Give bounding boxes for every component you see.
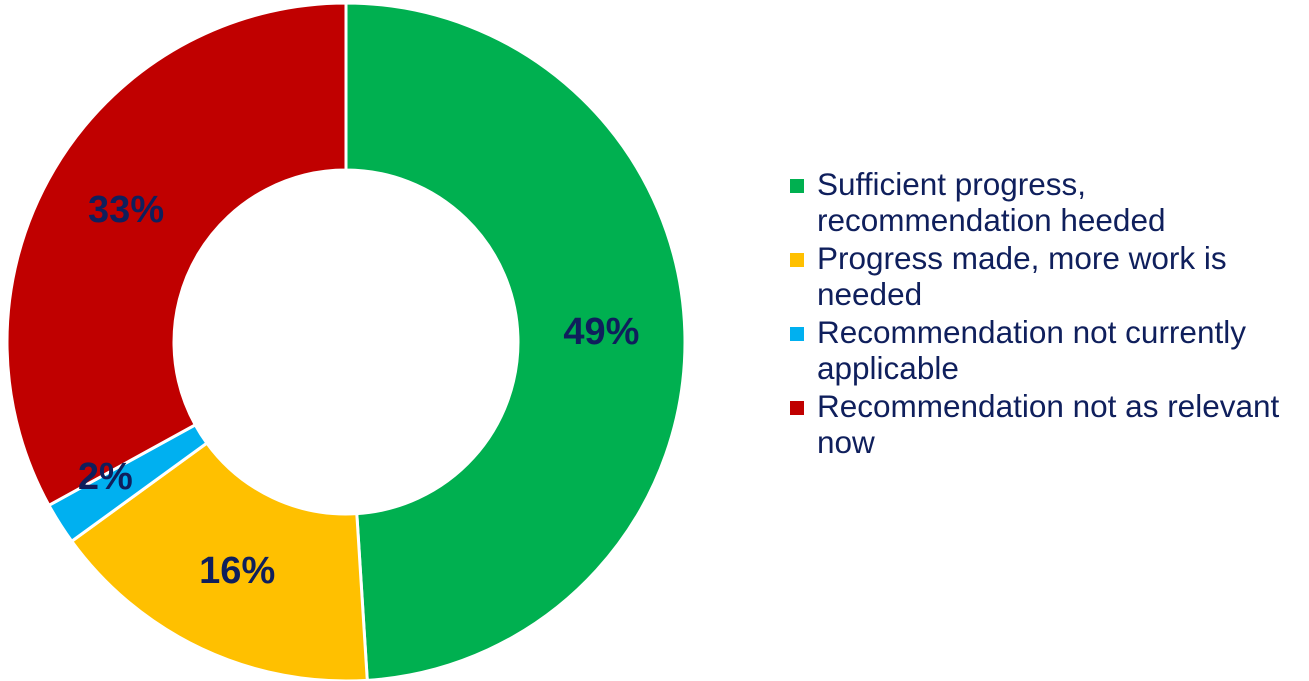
legend-swatch <box>790 179 804 193</box>
legend-label: Sufficient progress, recommendation heed… <box>817 166 1166 238</box>
legend-swatch <box>790 253 804 267</box>
slice-percent-label: 2% <box>78 456 133 498</box>
slice-percent-label: 49% <box>563 311 639 353</box>
slice-percent-label: 33% <box>88 189 164 231</box>
legend-swatch <box>790 401 804 415</box>
legend-item-progress-made: Progress made, more work is needed <box>790 240 1305 312</box>
legend-label: Recommendation not as relevant now <box>817 388 1280 460</box>
slice-percent-label: 16% <box>199 550 275 592</box>
donut-chart: 49% 16% 2% 33% <box>5 1 687 681</box>
legend-item-not-relevant: Recommendation not as relevant now <box>790 388 1305 460</box>
donut-slice <box>5 1 348 508</box>
chart-legend: Sufficient progress, recommendation heed… <box>790 166 1305 462</box>
legend-label: Progress made, more work is needed <box>817 240 1227 312</box>
legend-item-not-applicable: Recommendation not currently applicable <box>790 314 1305 386</box>
legend-swatch <box>790 327 804 341</box>
donut-slice <box>69 441 369 681</box>
legend-item-sufficient-progress: Sufficient progress, recommendation heed… <box>790 166 1305 238</box>
donut-slice <box>344 1 687 681</box>
legend-label: Recommendation not currently applicable <box>817 314 1246 386</box>
